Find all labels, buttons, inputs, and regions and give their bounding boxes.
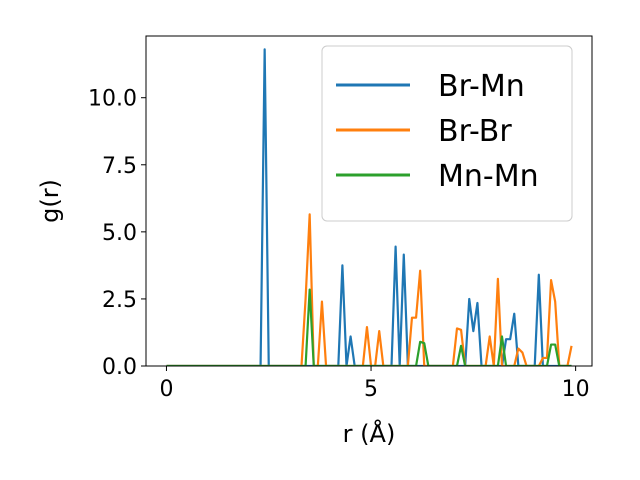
series-line-br-mn: [166, 48, 572, 366]
series-line-br-br: [166, 213, 573, 366]
y-tick-label: 7.5: [102, 154, 137, 179]
x-tick-label: 10: [562, 377, 590, 402]
y-tick-label: 5.0: [102, 221, 137, 246]
y-tick-label: 0.0: [102, 355, 137, 380]
legend-label-br-mn: Br-Mn: [438, 69, 525, 104]
series-layer: [166, 48, 573, 366]
series-line-mn-mn: [166, 288, 572, 366]
legend-label-mn-mn: Mn-Mn: [438, 159, 539, 194]
x-tick-label: 0: [159, 377, 173, 402]
x-axis-label: r (Å): [343, 419, 396, 448]
legend: Br-Mn Br-Br Mn-Mn: [321, 45, 573, 222]
legend-box: [321, 45, 573, 222]
x-axis: 0 5 10: [159, 366, 590, 402]
plot-frame: [145, 35, 593, 367]
y-axis-label: g(r): [36, 179, 64, 223]
y-axis: 0.0 2.5 5.0 7.5 10.0: [88, 87, 146, 380]
legend-label-br-br: Br-Br: [438, 114, 512, 149]
y-tick-label: 2.5: [102, 288, 137, 313]
y-tick-label: 10.0: [88, 87, 137, 112]
x-tick-label: 5: [364, 377, 378, 402]
